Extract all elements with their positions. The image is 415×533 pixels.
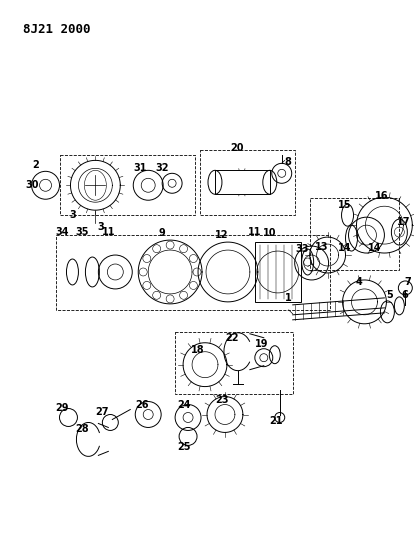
- Text: 2: 2: [32, 160, 39, 171]
- Bar: [200, 150, 295, 215]
- Text: 24: 24: [177, 400, 191, 409]
- Text: 19: 19: [255, 339, 269, 349]
- Text: 28: 28: [76, 424, 89, 434]
- Text: 7: 7: [404, 277, 411, 287]
- Text: 23: 23: [215, 394, 229, 405]
- Text: 22: 22: [225, 333, 239, 343]
- Text: 5: 5: [386, 290, 393, 300]
- Text: 31: 31: [134, 163, 147, 173]
- Text: 21: 21: [269, 416, 283, 426]
- Text: 29: 29: [56, 402, 69, 413]
- Text: 11: 11: [102, 227, 115, 237]
- Text: 15: 15: [338, 200, 351, 210]
- Text: 17: 17: [397, 217, 410, 227]
- Text: 14: 14: [368, 243, 381, 253]
- Bar: [255, 242, 301, 302]
- Text: 3: 3: [97, 222, 104, 232]
- Text: 13: 13: [315, 242, 328, 252]
- Text: 30: 30: [26, 180, 39, 190]
- Text: 32: 32: [155, 163, 169, 173]
- Text: 4: 4: [356, 277, 363, 287]
- Text: 16: 16: [375, 191, 388, 201]
- Text: 6: 6: [401, 290, 408, 300]
- Text: 1: 1: [286, 293, 292, 303]
- Bar: [56, 235, 330, 310]
- Text: 9: 9: [159, 228, 166, 238]
- Text: 3: 3: [69, 210, 76, 220]
- Text: 11: 11: [248, 227, 261, 237]
- Text: 35: 35: [76, 227, 89, 237]
- Bar: [215, 171, 270, 194]
- Text: 34: 34: [56, 227, 69, 237]
- Bar: [310, 198, 399, 270]
- Text: 14: 14: [338, 243, 351, 253]
- Text: 25: 25: [177, 442, 191, 453]
- Text: 20: 20: [230, 143, 244, 154]
- Text: 26: 26: [135, 400, 149, 409]
- Bar: [61, 156, 195, 215]
- Text: 8J21 2000: 8J21 2000: [23, 23, 90, 36]
- Text: 18: 18: [191, 345, 205, 355]
- Text: 12: 12: [215, 230, 229, 240]
- Text: 10: 10: [263, 228, 276, 238]
- Text: 27: 27: [95, 407, 109, 416]
- Bar: [175, 332, 293, 393]
- Text: 33: 33: [295, 244, 308, 254]
- Text: 8: 8: [284, 157, 291, 167]
